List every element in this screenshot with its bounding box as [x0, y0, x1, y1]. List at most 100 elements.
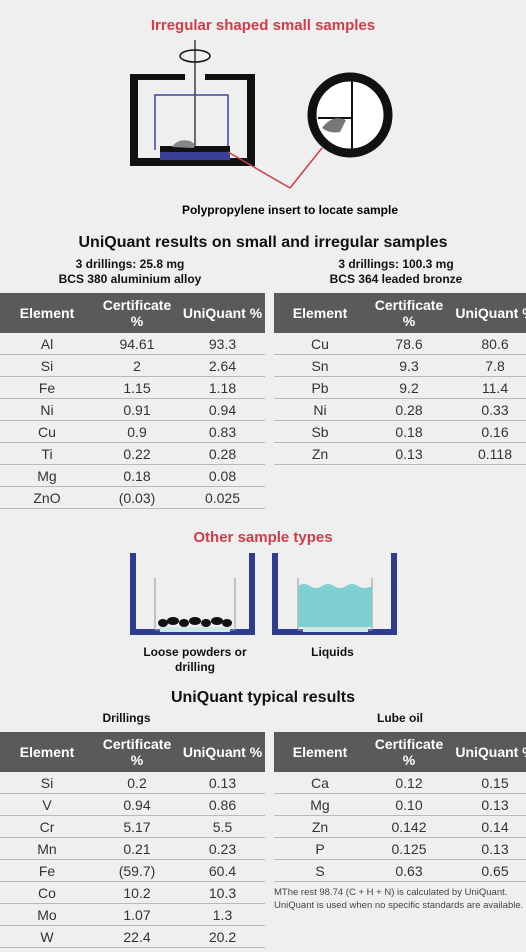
table-cell: 0.12: [366, 772, 452, 794]
table-cell: Al: [0, 333, 94, 355]
table-cell: 0.14: [452, 815, 526, 838]
table-cell: Pb: [274, 376, 366, 399]
table-row: Cu 78.6 80.6: [274, 333, 526, 355]
table-cell: 0.2: [94, 772, 180, 794]
table-cell: 0.22: [94, 442, 180, 465]
material-label: BCS 380 aluminium alloy: [58, 272, 202, 286]
table-cell: Ca: [274, 772, 366, 794]
table-cell: 2: [94, 354, 180, 377]
table-row: Si 2 2.64: [0, 354, 265, 377]
column-header: Element: [0, 732, 94, 772]
column-header: UniQuant %: [180, 732, 265, 772]
table-row: Ca 0.12 0.15: [274, 772, 526, 794]
table-cell: 0.18: [94, 464, 180, 487]
table-row: Mo 1.07 1.3: [0, 903, 265, 926]
table-cell: 1.3: [180, 903, 265, 926]
sample-containers: [130, 553, 397, 635]
table-cell: 78.6: [366, 333, 452, 355]
table-cell: 0.94: [94, 793, 180, 816]
table-cell: 0.13: [452, 837, 526, 860]
table-cell: ZnO: [0, 486, 94, 509]
table-cell: Si: [0, 354, 94, 377]
table-cell: 80.6: [452, 333, 526, 355]
table-row: Pb 9.2 11.4: [274, 376, 526, 399]
section-title: Irregular shaped small samples: [150, 17, 376, 34]
table-row: Al 94.61 93.3: [0, 333, 265, 355]
table-cell: Zn: [274, 442, 366, 465]
table-cell: Mo: [0, 903, 94, 926]
table-cell: 9.3: [366, 354, 452, 377]
table-cell: 11.4: [452, 376, 526, 399]
table-cell: 0.23: [180, 837, 265, 860]
table-cell: Cr: [0, 815, 94, 838]
table-cell: Sb: [274, 420, 366, 443]
sample-label: 3 drillings: 25.8 mg: [75, 257, 185, 271]
table-cell: Mg: [274, 793, 366, 816]
table-row: Mg 0.18 0.08: [0, 464, 265, 487]
table-row: Ti 0.22 0.28: [0, 442, 265, 465]
table-cell: Ti: [0, 442, 94, 465]
table-row: P 0.125 0.13: [274, 837, 526, 860]
table-cell: 5.5: [180, 815, 265, 838]
table-cell: 0.10: [366, 793, 452, 816]
table-cell: 2.64: [180, 354, 265, 377]
table-cell: 0.15: [452, 772, 526, 794]
table-row: S 0.63 0.65: [274, 859, 526, 882]
material-label: BCS 364 leaded bronze: [329, 272, 463, 286]
column-header: Certificate %: [366, 293, 452, 333]
table-cell: (0.03): [94, 486, 180, 509]
table-cell: V: [0, 793, 94, 816]
table-cell: 0.21: [94, 837, 180, 860]
table-row: Fe 1.15 1.18: [0, 376, 265, 399]
table-cell: 0.08: [180, 464, 265, 487]
table-row: Mg 0.10 0.13: [274, 793, 526, 816]
table-cell: Fe: [0, 859, 94, 882]
table-cell: 0.83: [180, 420, 265, 443]
footnote-line: UniQuant is used when no specific standa…: [274, 900, 524, 911]
column-header: Certificate %: [366, 732, 452, 772]
table-cell: Sn: [274, 354, 366, 377]
table-cell: 0.91: [94, 398, 180, 421]
table-cell: S: [274, 859, 366, 882]
table-cell: Ni: [0, 398, 94, 421]
section-title: Other sample types: [193, 529, 333, 546]
table-cell: Fe: [0, 376, 94, 399]
table-cell: 0.025: [180, 486, 265, 509]
table-row: Sb 0.18 0.16: [274, 420, 526, 443]
table-cell: P: [274, 837, 366, 860]
table-cell: 7.8: [452, 354, 526, 377]
table-row: ZnO (0.03) 0.025: [0, 486, 265, 509]
table-cell: 0.16: [452, 420, 526, 443]
table-row: V 0.94 0.86: [0, 793, 265, 816]
table-row: Sn 9.3 7.8: [274, 354, 526, 377]
table-cell: Mn: [0, 837, 94, 860]
table-row: Zn 0.142 0.14: [274, 815, 526, 838]
results-title: UniQuant typical results: [170, 689, 356, 706]
table-cell: Si: [0, 772, 94, 794]
table-row: Fe (59.7) 60.4: [0, 859, 265, 882]
table-row: Cr 5.17 5.5: [0, 815, 265, 838]
table-cell: 0.13: [366, 442, 452, 465]
table-cell: 1.18: [180, 376, 265, 399]
table-cell: 0.63: [366, 859, 452, 882]
table-label: Drillings: [102, 711, 151, 725]
table-cell: 94.61: [94, 333, 180, 355]
table-cell: 60.4: [180, 859, 265, 882]
table-cell: Co: [0, 881, 94, 904]
table-cell: 1.07: [94, 903, 180, 926]
results-table: Element Certificate % UniQuant % Si 0.2 0.13 V…: [0, 732, 265, 948]
column-header: UniQuant %: [452, 732, 526, 772]
column-header: UniQuant %: [452, 293, 526, 333]
column-header: UniQuant %: [180, 293, 265, 333]
column-header: Element: [274, 732, 366, 772]
table-cell: 10.3: [180, 881, 265, 904]
sample-label: 3 drillings: 100.3 mg: [338, 257, 454, 271]
table-cell: 0.13: [180, 772, 265, 794]
table-cell: 0.13: [452, 793, 526, 816]
footnote: MThe rest 98.74 (C + H + N) is calculate…: [274, 886, 523, 912]
